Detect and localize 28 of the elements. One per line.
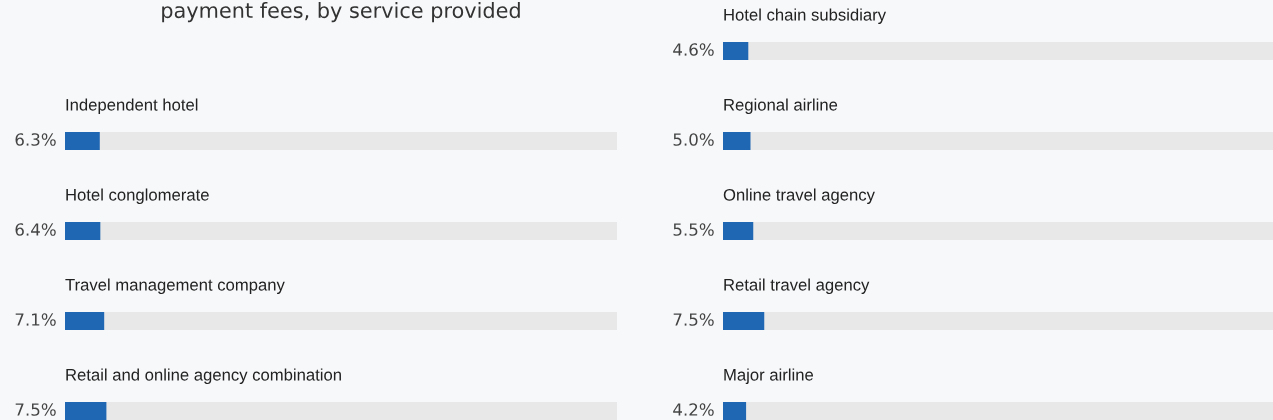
- category-label: Retail travel agency: [724, 278, 870, 294]
- category-label: Hotel chain subsidiary: [724, 8, 887, 24]
- data-label: 6.4%: [15, 223, 56, 236]
- data-label: 5.0%: [673, 133, 714, 146]
- bar: [723, 42, 749, 60]
- bar: [723, 312, 765, 330]
- category-label: Major airline: [724, 368, 814, 384]
- category-label: Retail and online agency combination: [66, 368, 341, 384]
- data-label: 7.5%: [15, 403, 56, 416]
- data-label: 7.5%: [673, 313, 714, 326]
- bar: [65, 312, 105, 330]
- chart-title: payment fees, by service provided: [162, 2, 520, 23]
- bar: [65, 132, 100, 150]
- data-label: 7.1%: [15, 313, 56, 326]
- category-label: Hotel conglomerate: [66, 188, 209, 204]
- data-label: 6.3%: [15, 133, 56, 146]
- data-label: 4.2%: [673, 403, 714, 416]
- bar: [65, 222, 101, 240]
- bar: [723, 402, 747, 420]
- category-label: Regional airline: [724, 98, 838, 114]
- bar: [65, 402, 107, 420]
- bar: [723, 132, 751, 150]
- data-label: 5.5%: [673, 223, 714, 236]
- category-label: Travel management company: [65, 278, 285, 294]
- category-label: Independent hotel: [66, 98, 198, 114]
- bar: [723, 222, 754, 240]
- data-label: 4.6%: [673, 43, 714, 56]
- category-label: Online travel agency: [723, 188, 875, 204]
